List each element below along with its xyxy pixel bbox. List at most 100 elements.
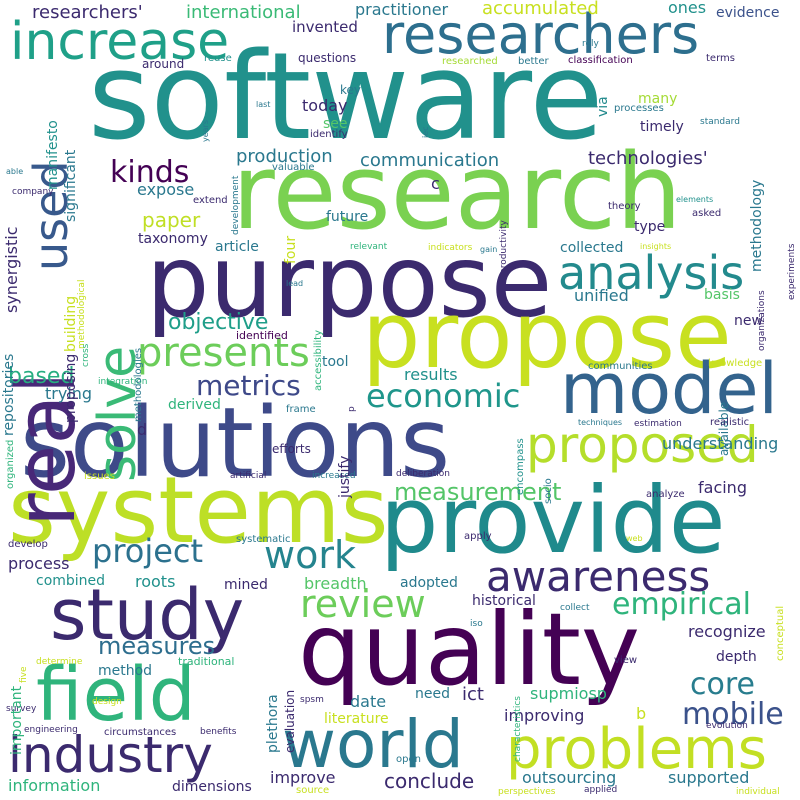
cloud-word: standard (700, 117, 740, 127)
cloud-word: production (236, 146, 333, 167)
cloud-word: gain (480, 245, 498, 254)
cloud-word: methodologies (133, 347, 144, 422)
cloud-word: iso (470, 619, 483, 629)
cloud-word: technologies' (588, 148, 708, 169)
cloud-word: evaluation (283, 689, 297, 753)
cloud-word: work (264, 533, 356, 577)
cloud-word: understanding (662, 434, 779, 453)
cloud-word: model (560, 348, 778, 430)
cloud-word: organizations (757, 290, 767, 351)
cloud-word: techniques (578, 418, 623, 427)
cloud-word: asked (692, 208, 722, 219)
cloud-word: identify (310, 129, 348, 140)
cloud-word: results (404, 365, 458, 384)
cloud-word: valuable (272, 162, 315, 173)
cloud-word: evidence (716, 5, 780, 21)
cloud-word: efforts (272, 442, 311, 456)
cloud-word: economic (366, 377, 521, 415)
cloud-word: web (626, 534, 643, 543)
cloud-word: develop (8, 539, 48, 550)
cloud-word: extend (193, 195, 228, 206)
cloud-word: purpose (146, 223, 553, 340)
cloud-word: analysis (558, 246, 745, 300)
cloud-word: organized (5, 439, 16, 489)
cloud-word: accessibility (313, 330, 324, 391)
cloud-word: increase (10, 12, 230, 72)
cloud-word: traditional (178, 655, 235, 668)
cloud-word: many (638, 91, 678, 107)
cloud-word: unified (574, 286, 629, 305)
cloud-word: see (323, 116, 348, 132)
cloud-word: date (350, 692, 387, 711)
cloud-word: b (636, 704, 647, 723)
cloud-word: questions (298, 51, 357, 65)
cloud-word: collected (560, 240, 624, 256)
cloud-word: researched (442, 56, 498, 67)
cloud-word: practitioner (355, 0, 449, 19)
cloud-word: evolution (706, 721, 748, 731)
cloud-word: measures (98, 632, 216, 660)
cloud-word: years (201, 119, 210, 142)
cloud-word: solutions (20, 387, 451, 499)
cloud-word: via (595, 96, 611, 117)
cloud-word: taxonomy (138, 231, 208, 247)
cloud-word: survey (6, 704, 37, 714)
cloud-word: collect (560, 603, 590, 613)
cloud-word: mobile (682, 697, 784, 732)
cloud-word: estimation (634, 419, 682, 429)
cloud-word: methodology (749, 179, 765, 272)
cloud-word: p (347, 406, 357, 412)
cloud-word: research (232, 131, 682, 253)
cloud-word: systematic (236, 534, 291, 545)
cloud-word: researchers (382, 3, 700, 66)
cloud-word: classification (568, 55, 633, 66)
cloud-word: frame (286, 404, 316, 415)
cloud-word: apply (464, 531, 492, 542)
cloud-word: awareness (486, 552, 711, 601)
cloud-word: company (12, 187, 54, 197)
cloud-word: systems (8, 457, 389, 564)
cloud-word: timely (640, 119, 684, 135)
cloud-word: provide (380, 467, 726, 574)
cloud-word: reuse (204, 53, 232, 64)
cloud-word: manifesto (45, 120, 61, 190)
cloud-word: project (92, 532, 204, 570)
cloud-word: based (8, 364, 75, 389)
cloud-word: elements (676, 195, 714, 204)
cloud-word: paper (142, 208, 201, 232)
cloud-word: identified (236, 329, 288, 342)
cloud-word: metrics (196, 369, 301, 402)
cloud-word: process (8, 554, 70, 573)
cloud-word: building (63, 295, 79, 352)
cloud-word: four (283, 235, 299, 264)
cloud-word: improving (504, 706, 585, 725)
cloud-word: iec (421, 126, 430, 138)
cloud-word: accumulated (482, 0, 599, 19)
cloud-word: c (431, 174, 440, 193)
cloud-word: insights (640, 242, 672, 251)
cloud-word: communication (360, 150, 500, 171)
cloud-word: mined (224, 577, 268, 593)
cloud-word: software (88, 28, 604, 167)
cloud-word: open (396, 754, 421, 765)
cloud-word: methodological (77, 279, 87, 349)
cloud-word: core (690, 667, 755, 702)
cloud-word: integration (98, 377, 148, 387)
cloud-word: information (8, 776, 101, 795)
cloud-word: researchers' (32, 2, 143, 23)
cloud-word: realistic (710, 417, 750, 428)
cloud-word: breadth (304, 574, 367, 593)
cloud-word: better (518, 56, 549, 67)
cloud-word: review (300, 582, 426, 626)
cloud-word: quality (298, 591, 641, 708)
cloud-word: benefits (200, 727, 237, 737)
cloud-word: view (614, 655, 638, 666)
cloud-word: expose (137, 180, 195, 199)
cloud-word: derived (168, 397, 221, 413)
cloud-word: tool (322, 354, 349, 370)
cloud-word: applied (584, 785, 618, 795)
cloud-word: relevant (350, 242, 388, 252)
cloud-word: outsourcing (522, 768, 617, 787)
cloud-word: determine (36, 657, 83, 667)
cloud-word: able (6, 167, 24, 176)
